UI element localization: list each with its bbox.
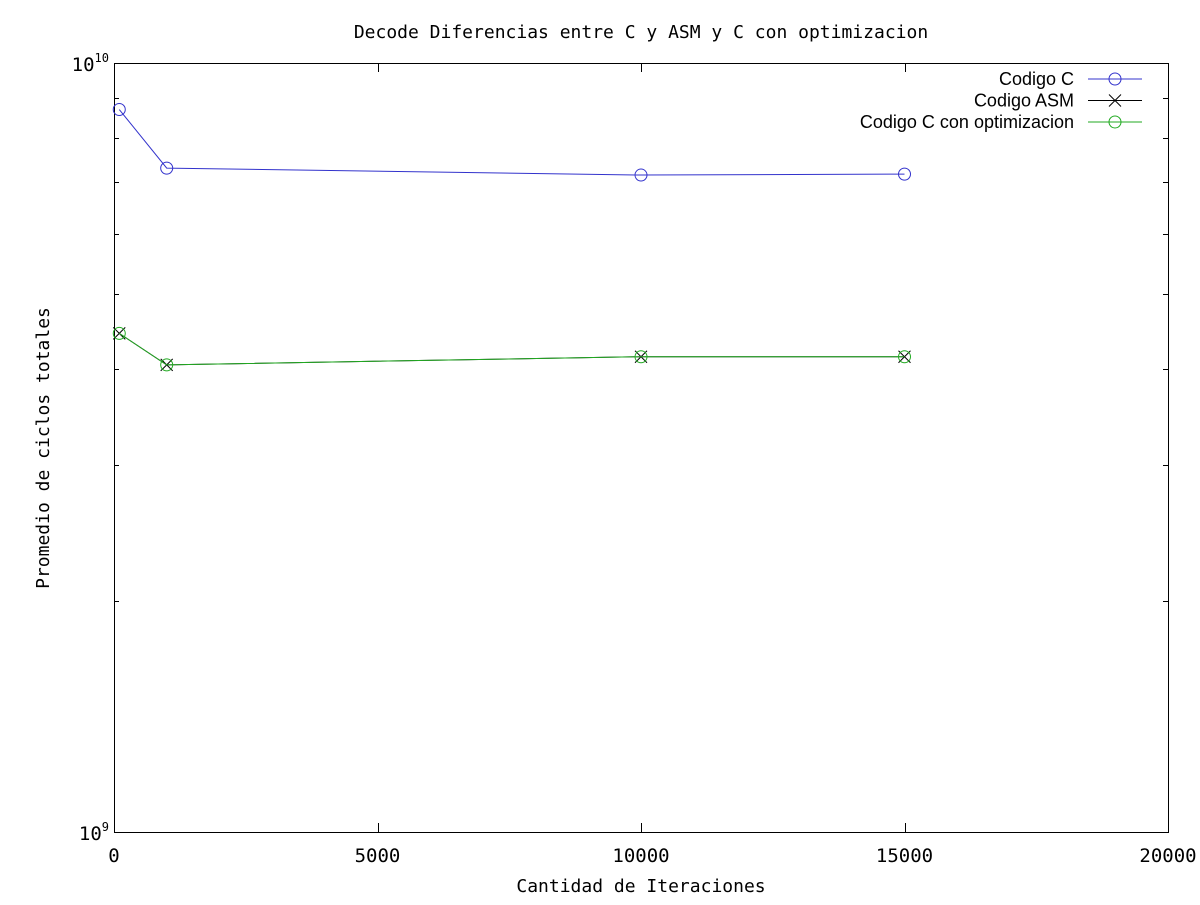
chart-title: Decode Diferencias entre C y ASM y C con… [354,22,928,43]
y-tick-label: 1010 [72,51,109,76]
series-line [118,332,905,366]
series-line [118,109,905,176]
y-axis-title: Promedio de ciclos totales [33,307,54,589]
x-tick-label: 5000 [355,845,401,867]
x-tick-label: 0 [108,845,119,867]
series-2 [112,327,911,372]
data-point [634,350,648,364]
data-point [112,326,126,340]
x-axis-title: Cantidad de Iteraciones [516,876,765,897]
data-point [634,168,648,182]
data-point [898,350,911,364]
legend-marker [1108,94,1122,107]
data-point [160,161,174,175]
series-3 [112,326,911,372]
x-tick-label: 15000 [876,845,933,867]
series-1 [112,103,911,182]
x-tick-label: 20000 [1139,845,1196,867]
series-layer [112,103,911,372]
data-point [898,167,911,181]
y-tick-label: 109 [79,820,109,845]
series-line [118,332,905,366]
legend-label: Codigo C con optimizacion [860,112,1074,132]
legend-marker [1108,115,1122,129]
legend-marker [1108,72,1122,86]
legend-label: Codigo ASM [974,91,1074,111]
x-tick-label: 10000 [612,845,669,867]
plot-frame [114,63,1169,833]
legend-label: Codigo C [999,69,1074,89]
ticks-layer: 0 5000 10000 15000 20000 109 1010 [72,51,1197,867]
data-point [160,358,174,372]
data-point [112,103,126,117]
